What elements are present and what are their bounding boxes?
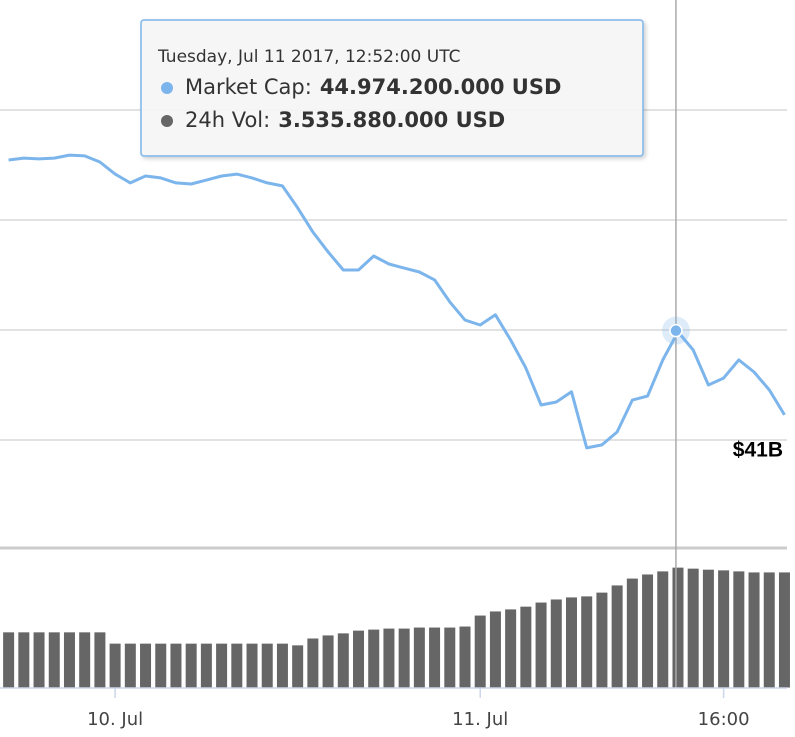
volume-bar: [215, 642, 229, 689]
tooltip-box: [140, 19, 644, 157]
volume-bar: [367, 628, 381, 689]
tooltip-value: 44.974.200.000 USD: [320, 75, 562, 99]
volume-bar: [580, 595, 594, 689]
volume-bar: [610, 584, 624, 689]
volume-bar: [154, 642, 168, 689]
volume-bar: [336, 632, 350, 689]
volume-bar: [458, 625, 472, 689]
volume-bar: [184, 642, 198, 689]
volume-bar: [93, 631, 107, 689]
volume-bar: [306, 637, 320, 689]
volume-bar: [428, 626, 442, 689]
volume-bar: [260, 642, 274, 689]
axis: $41B 10. Jul 11. Jul 16:00: [0, 439, 787, 730]
volume-bar: [108, 642, 122, 689]
x-tick-label: 16:00: [698, 709, 750, 730]
volume-bar: [32, 631, 46, 689]
volume-bar: [123, 642, 137, 689]
volume-bar: [62, 631, 76, 689]
volume-bar: [169, 642, 183, 689]
market-cap-line: [8, 153, 786, 450]
volume-bar: [504, 608, 518, 689]
volume-bar: [519, 605, 533, 689]
volume-bar: [17, 631, 31, 689]
volume-bar: [275, 642, 289, 689]
volume-bar: [488, 610, 502, 689]
volume-bar: [47, 631, 61, 689]
volume-bar: [245, 642, 259, 689]
tooltip-dot: [161, 82, 173, 94]
y-tick-label: $41B: [733, 439, 783, 462]
volume-bar: [777, 571, 791, 689]
tooltip-value: 3.535.880.000 USD: [278, 108, 505, 132]
volume-bar: [473, 614, 487, 689]
volume-bar: [534, 601, 548, 689]
volume-bar: [321, 634, 335, 689]
volume-bar: [412, 626, 426, 689]
volume-bar: [641, 573, 655, 689]
volume-bar: [382, 627, 396, 689]
volume-bar: [625, 577, 639, 689]
volume-bar: [78, 631, 92, 689]
tooltip-date: Tuesday, Jul 11 2017, 12:52:00 UTC: [157, 47, 460, 67]
volume-bar: [656, 570, 670, 689]
x-tick-label: 11. Jul: [452, 709, 508, 730]
volume-bar: [701, 568, 715, 689]
volume-bar: [443, 626, 457, 689]
volume-bar: [549, 598, 563, 689]
volume-bar: [291, 644, 305, 689]
volume-bar: [732, 570, 746, 689]
volume-bar: [352, 629, 366, 689]
tooltip-dot: [161, 115, 173, 127]
tooltip-label: 24h Vol:: [185, 108, 270, 132]
volume-bar: [595, 591, 609, 689]
volume-bar: [230, 642, 244, 689]
volume-bar: [747, 571, 761, 689]
volume-bar: [2, 631, 16, 689]
volume-bar: [199, 642, 213, 689]
tooltip-item: Market Cap: 44.974.200.000 USD: [185, 75, 561, 99]
volume-bar: [564, 596, 578, 689]
tooltip-item: 24h Vol: 3.535.880.000 USD: [185, 108, 505, 132]
hover-marker: [669, 323, 683, 338]
volume-bar: [686, 567, 700, 689]
volume-bar: [397, 627, 411, 689]
tooltip: Tuesday, Jul 11 2017, 12:52:00 UTC Market…: [140, 19, 644, 157]
volume-bar: [717, 569, 731, 689]
tooltip-label: Market Cap:: [185, 75, 312, 99]
x-tick-label: 10. Jul: [87, 709, 143, 730]
volume-bar: [671, 566, 685, 689]
volume-bar: [139, 642, 153, 689]
volume-bar: [762, 571, 776, 689]
